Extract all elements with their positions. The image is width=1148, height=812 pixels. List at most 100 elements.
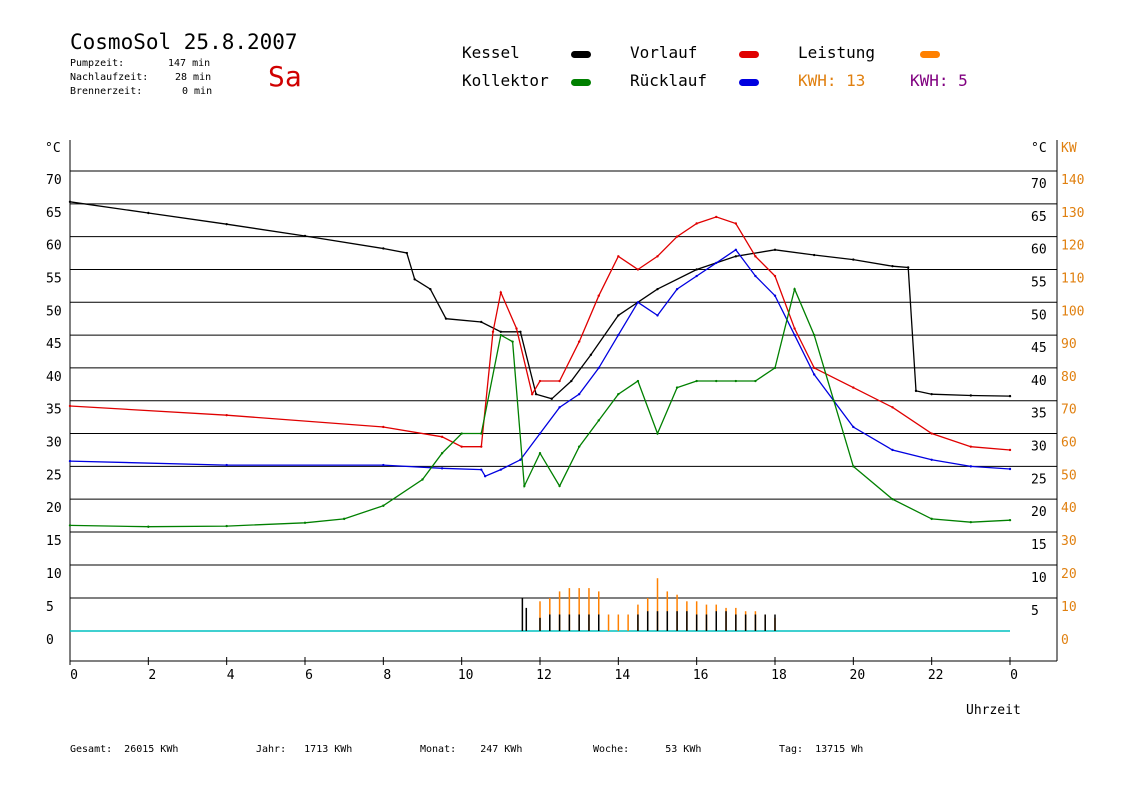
y-tick-power-lower: 20 xyxy=(1061,567,1077,582)
legend-swatch-kessel xyxy=(571,51,591,58)
y-axis-unit-left: °C xyxy=(45,141,61,156)
point-kollektor xyxy=(969,520,973,524)
brennerzeit-label: Brennerzeit: xyxy=(70,86,143,97)
point-vorlauf xyxy=(675,235,679,238)
point-kessel xyxy=(382,247,385,250)
y-tick-power: 110 xyxy=(1061,271,1084,286)
point-ruecklauf xyxy=(483,475,487,478)
footer-monat: Monat: 247 KWh xyxy=(420,744,523,755)
legend-swatch-leistung xyxy=(920,51,940,58)
x-tick-label: 4 xyxy=(227,668,235,683)
y-tick-left: 70 xyxy=(46,173,62,188)
point-vorlauf xyxy=(1008,448,1012,452)
point-vorlauf xyxy=(577,340,581,343)
series-line-vorlauf xyxy=(69,216,1011,451)
point-kessel xyxy=(695,268,698,271)
point-vorlauf xyxy=(636,268,640,271)
point-kessel xyxy=(773,248,777,251)
y-tick-power: 90 xyxy=(1061,337,1077,352)
point-kollektor xyxy=(734,379,738,383)
point-kessel xyxy=(147,211,150,215)
point-kollektor xyxy=(225,524,228,528)
point-kessel xyxy=(444,317,448,320)
point-ruecklauf xyxy=(930,458,933,461)
y-tick-left: 60 xyxy=(46,239,62,254)
point-vorlauf xyxy=(852,386,855,389)
y-tick-right: 25 xyxy=(1031,472,1047,487)
point-vorlauf xyxy=(656,255,659,258)
point-ruecklauf xyxy=(382,463,385,467)
kwh-total-orange: KWH: 13 xyxy=(798,71,866,90)
pumpzeit-label: Pumpzeit: xyxy=(70,58,125,69)
point-kessel xyxy=(734,255,738,258)
y-tick-power: 130 xyxy=(1061,206,1084,221)
nachlaufzeit-value: 28 min xyxy=(175,72,212,83)
y-tick-right: 55 xyxy=(1031,275,1047,290)
y-tick-right: 15 xyxy=(1031,538,1047,553)
point-kessel xyxy=(589,353,593,356)
point-kollektor xyxy=(538,452,542,455)
point-kollektor xyxy=(715,379,718,383)
x-tick-label: 8 xyxy=(383,668,391,683)
point-kessel xyxy=(405,251,409,255)
point-kessel xyxy=(303,234,307,238)
legend-label-kollektor: Kollektor xyxy=(462,71,549,90)
point-kessel xyxy=(1008,394,1012,398)
y-tick-right: 20 xyxy=(1031,505,1047,520)
point-vorlauf xyxy=(515,327,518,330)
point-vorlauf xyxy=(538,379,542,383)
y-tick-right: 45 xyxy=(1031,341,1047,356)
point-kessel xyxy=(534,392,538,396)
y-tick-power: 30 xyxy=(1061,534,1077,549)
point-ruecklauf xyxy=(597,366,600,370)
point-ruecklauf xyxy=(480,468,483,471)
x-tick-label: 18 xyxy=(771,668,787,683)
y-tick-power-lower: 10 xyxy=(1061,600,1077,615)
point-ruecklauf xyxy=(773,294,777,297)
y-tick-power: 40 xyxy=(1061,501,1077,516)
legend-label-leistung: Leistung xyxy=(798,43,876,62)
point-kollektor xyxy=(852,465,855,468)
footer-jahr: Jahr: 1713 KWh xyxy=(256,744,353,755)
point-kessel xyxy=(969,394,973,397)
point-vorlauf xyxy=(695,222,698,225)
point-kollektor xyxy=(773,366,777,370)
y-axis-unit-right: °C xyxy=(1031,141,1047,156)
point-vorlauf xyxy=(499,291,503,294)
y-tick-left-lower: 10 xyxy=(46,567,62,582)
point-kollektor xyxy=(382,504,385,507)
point-ruecklauf xyxy=(519,458,522,461)
y-tick-left: 45 xyxy=(46,337,62,352)
y-tick-left: 15 xyxy=(46,534,62,549)
y-tick-right: 70 xyxy=(1031,177,1047,192)
point-kollektor xyxy=(675,386,679,389)
point-ruecklauf xyxy=(734,248,738,251)
y-tick-right: 40 xyxy=(1031,374,1047,389)
point-ruecklauf xyxy=(499,468,503,471)
point-kessel xyxy=(429,287,432,291)
point-kollektor xyxy=(656,432,659,435)
point-vorlauf xyxy=(480,445,483,448)
y-tick-left: 20 xyxy=(46,501,62,516)
legend-label-ruecklauf: Rücklauf xyxy=(630,71,708,90)
point-vorlauf xyxy=(530,392,534,396)
y-tick-right-lower: 10 xyxy=(1031,571,1047,586)
point-vorlauf xyxy=(891,406,894,409)
weekday-label: Sa xyxy=(268,60,302,93)
y-tick-left: 55 xyxy=(46,271,62,286)
series-line-ruecklauf xyxy=(69,248,1011,478)
point-ruecklauf xyxy=(225,463,228,467)
point-vorlauf xyxy=(930,432,933,435)
point-ruecklauf xyxy=(636,301,640,304)
x-tick-label: 2 xyxy=(148,668,156,683)
point-vorlauf xyxy=(558,379,561,383)
brennerzeit-value: 0 min xyxy=(182,86,213,97)
point-kollektor xyxy=(695,379,698,383)
legend-swatch-ruecklauf xyxy=(739,79,759,86)
point-kollektor xyxy=(342,517,346,521)
y-tick-right: 60 xyxy=(1031,243,1047,258)
point-kessel xyxy=(852,258,855,261)
series-line-kollektor xyxy=(69,287,1011,528)
point-ruecklauf xyxy=(577,392,581,396)
